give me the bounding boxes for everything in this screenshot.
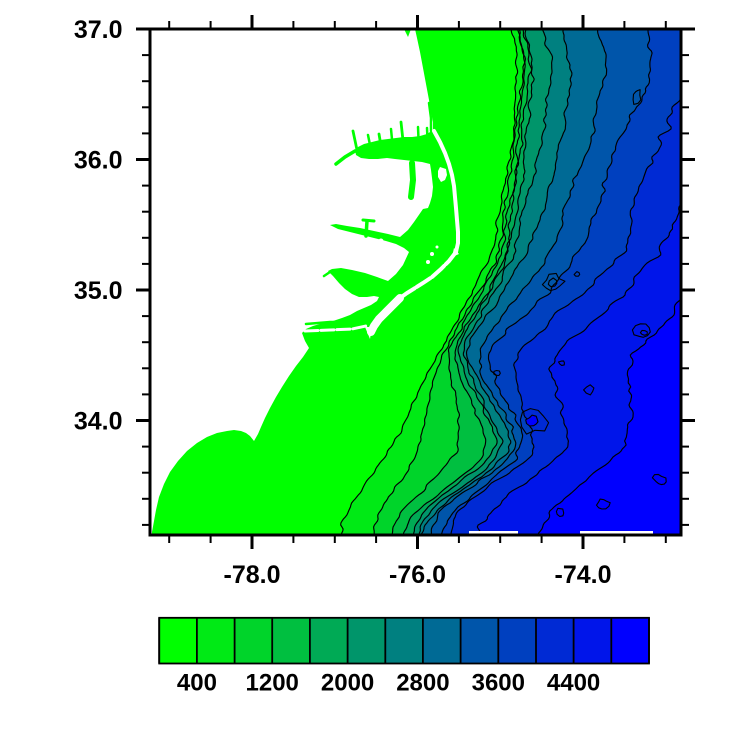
svg-text:36.0: 36.0 — [74, 147, 123, 175]
svg-text:2000: 2000 — [321, 670, 374, 697]
svg-text:4400: 4400 — [547, 670, 600, 697]
svg-text:-78.0: -78.0 — [224, 561, 281, 589]
svg-text:400: 400 — [177, 670, 217, 697]
svg-text:3600: 3600 — [472, 670, 525, 697]
svg-text:37.0: 37.0 — [74, 16, 123, 44]
svg-text:1200: 1200 — [246, 670, 299, 697]
svg-text:35.0: 35.0 — [74, 277, 123, 305]
svg-text:-76.0: -76.0 — [389, 561, 446, 589]
svg-text:34.0: 34.0 — [74, 408, 123, 436]
svg-text:2800: 2800 — [396, 670, 449, 697]
svg-text:-74.0: -74.0 — [555, 561, 612, 589]
